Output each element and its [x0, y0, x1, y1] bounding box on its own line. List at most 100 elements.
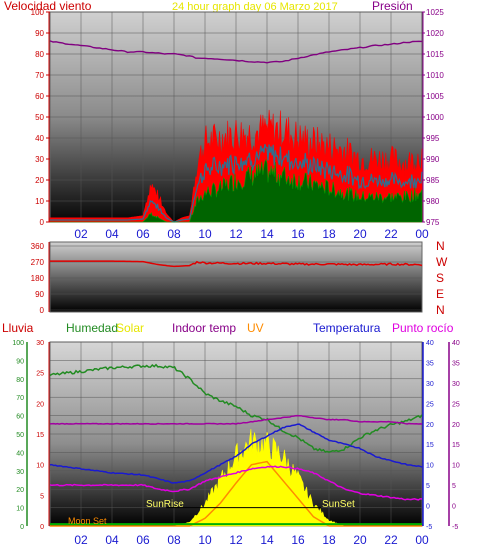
wind-axes: 0102030405060708090100975980985990995100…: [31, 8, 445, 241]
direction-y-tick-label: 0: [40, 306, 45, 315]
compass-label: S: [436, 271, 444, 285]
indoor-y-tick-label: 5: [452, 483, 456, 490]
indoor-y-tick-label: 15: [452, 442, 460, 449]
rain-y-tick-label: 30: [36, 340, 44, 347]
humidity-y-tick-label: 80: [16, 377, 24, 384]
moonset-label: Moon Set: [68, 516, 107, 526]
sunrise-label: SunRise: [146, 499, 184, 510]
legend-temperatura: Temperatura: [313, 321, 381, 335]
indoor-y-tick-label: 0: [452, 504, 456, 511]
pressure-y-tick-label: 990: [426, 155, 440, 164]
indoor-y-tick-label: 30: [452, 381, 460, 388]
wind-y-tick-label: 50: [35, 113, 44, 122]
temperature-y-tick-label: 15: [426, 442, 434, 449]
humidity-y-tick-label: 70: [16, 395, 24, 402]
pressure-y-tick-label: 1000: [426, 113, 444, 122]
hour-tick-label: 12: [229, 227, 243, 241]
temperature-y-tick-label: 20: [426, 422, 434, 429]
humidity-y-tick-label: 0: [20, 524, 24, 531]
pressure-y-tick-label: 1005: [426, 92, 444, 101]
humidity-y-tick-label: 90: [16, 358, 24, 365]
hour-tick-label-bottom: 10: [198, 533, 212, 547]
sunset-label: SunSet: [322, 499, 355, 510]
hour-tick-label: 22: [384, 227, 398, 241]
pressure-y-tick-label: 1015: [426, 50, 444, 59]
direction-panel: [49, 241, 423, 313]
rain-y-tick-label: 25: [36, 371, 44, 378]
compass-label: E: [436, 287, 444, 301]
indoor-y-tick-label: 10: [452, 463, 460, 470]
hour-tick-label: 02: [74, 227, 88, 241]
hour-tick-label: 06: [136, 227, 150, 241]
direction-y-tick-label: 360: [31, 242, 45, 251]
pressure-series: [49, 40, 423, 64]
pressure-y-tick-label: 1025: [426, 8, 444, 17]
indoor-temp-series: [49, 414, 423, 425]
hour-tick-label: 16: [291, 227, 305, 241]
temperature-y-tick-label: 10: [426, 463, 434, 470]
legend-uv: UV: [247, 321, 264, 335]
humidity-y-tick-label: 10: [16, 506, 24, 513]
hour-tick-label: 14: [260, 227, 274, 241]
pressure-y-tick-label: 985: [426, 176, 440, 185]
humidity-y-tick-label: 50: [16, 432, 24, 439]
pressure-title: Presión: [372, 0, 413, 13]
hour-tick-label-bottom: 00: [415, 533, 429, 547]
temperature-y-tick-label: 25: [426, 401, 434, 408]
indoor-y-tick-label: 35: [452, 360, 460, 367]
punto-rocío-series: [49, 465, 422, 501]
pressure-y-tick-label: 995: [426, 134, 440, 143]
indoor-y-tick-label: 40: [452, 340, 460, 347]
rain-y-tick-label: 15: [36, 432, 44, 439]
rain-y-tick-label: 10: [36, 463, 44, 470]
hour-tick-label-bottom: 08: [167, 533, 181, 547]
pressure-y-tick-label: 980: [426, 197, 440, 206]
direction-y-tick-label: 180: [31, 274, 45, 283]
direction-y-tick-label: 270: [31, 258, 45, 267]
legend-indoor: Indoor temp: [172, 321, 236, 335]
legend-humedad: Humedad: [66, 321, 118, 335]
wind-mid-series: [50, 144, 423, 223]
rain-y-tick-label: 20: [36, 401, 44, 408]
direction-axes: 360 N 270 W 180 S 90 E 0 N: [31, 239, 448, 317]
humidity-y-tick-label: 40: [16, 450, 24, 457]
pressure-y-tick-label: 1020: [426, 29, 444, 38]
compass-label: N: [436, 239, 445, 253]
rain-y-tick-label: 5: [40, 493, 44, 500]
humidity-y-tick-label: 60: [16, 414, 24, 421]
legend-lluvia: Lluvia: [2, 321, 34, 335]
wind-y-tick-label: 70: [35, 71, 44, 80]
indoor-y-tick-label: 20: [452, 422, 460, 429]
temperatura-series: [49, 423, 423, 484]
hour-tick-label-bottom: 02: [74, 533, 88, 547]
legend-rocio: Punto rocío: [392, 321, 454, 335]
hour-tick-label-bottom: 14: [260, 533, 274, 547]
hour-tick-label-bottom: 06: [136, 533, 150, 547]
wind-y-tick-label: 20: [35, 176, 44, 185]
temperature-y-tick-label: 40: [426, 340, 434, 347]
wind-y-tick-label: 10: [35, 197, 44, 206]
indoor-y-tick-label: 25: [452, 401, 460, 408]
hour-tick-label-bottom: 22: [384, 533, 398, 547]
wind-speed-title: Velocidad viento: [4, 0, 92, 13]
temperature-series: [49, 363, 423, 527]
pressure-y-tick-label: 1010: [426, 71, 444, 80]
temperature-y-tick-label: 5: [426, 483, 430, 490]
hour-tick-label: 10: [198, 227, 212, 241]
wind-y-tick-label: 60: [35, 92, 44, 101]
compass-label: W: [436, 255, 448, 269]
direction-y-tick-label: 90: [35, 290, 44, 299]
hour-tick-label: 00: [415, 227, 429, 241]
temperature-y-tick-label: -5: [426, 524, 432, 531]
wind-y-tick-label: 90: [35, 29, 44, 38]
rain-y-tick-label: 0: [40, 524, 44, 531]
hour-tick-label-bottom: 04: [105, 533, 119, 547]
wind-y-tick-label: 80: [35, 50, 44, 59]
humidity-y-tick-label: 30: [16, 469, 24, 476]
hour-tick-label-bottom: 12: [229, 533, 243, 547]
wind-y-tick-label: 30: [35, 155, 44, 164]
humedad-series: [49, 363, 423, 454]
wind-series: [49, 40, 423, 223]
hour-tick-label-bottom: 20: [353, 533, 367, 547]
